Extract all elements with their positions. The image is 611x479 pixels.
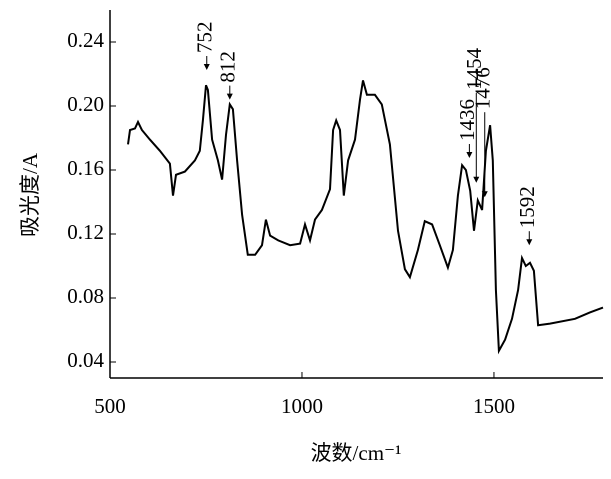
annotation-label: 812 — [216, 51, 240, 82]
y-tick-label: 0.20 — [67, 92, 104, 116]
x-tick-label: 1000 — [281, 394, 323, 418]
arrow-head — [203, 64, 210, 70]
y-tick-label: 0.08 — [67, 284, 104, 308]
x-axis-label: 波数/cm⁻¹ — [311, 441, 402, 465]
arrow-head — [466, 152, 473, 158]
arrow-head — [226, 93, 233, 100]
annotation-label: 1592 — [515, 186, 539, 228]
y-tick-label: 0.12 — [67, 220, 104, 244]
arrow-head — [473, 176, 480, 183]
annotation-label: 1454 — [462, 47, 486, 90]
annotation-label: 1476 — [471, 67, 495, 109]
annotation-label: 1436 — [455, 99, 479, 141]
y-tick-label: 0.04 — [67, 348, 104, 372]
x-tick-label: 1500 — [473, 394, 515, 418]
y-tick-label: 0.16 — [67, 156, 104, 180]
y-axis-label: 吸光度/A — [18, 152, 42, 237]
arrow-head — [481, 191, 488, 198]
x-tick-label: 500 — [94, 394, 126, 418]
spectrum-line — [127, 80, 604, 355]
annotation-label: 752 — [193, 22, 217, 54]
y-tick-label: 0.24 — [67, 28, 104, 52]
arrow-head — [526, 239, 533, 246]
